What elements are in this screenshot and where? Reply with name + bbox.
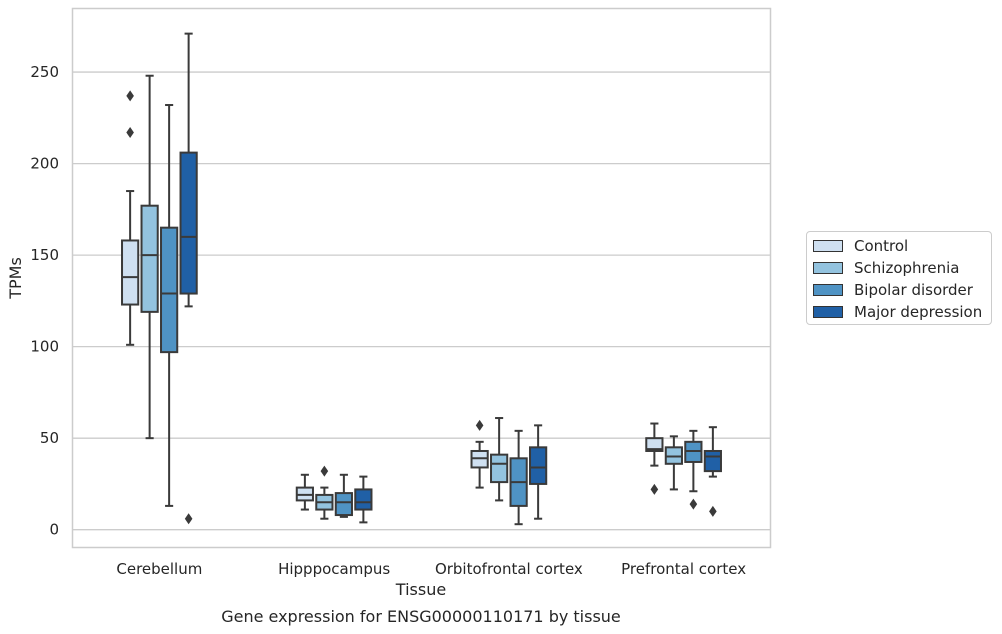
box-plot-marks xyxy=(121,32,722,526)
box-group xyxy=(295,473,314,511)
y-tick-label: 0 xyxy=(49,521,59,539)
box-body xyxy=(354,488,373,511)
box-body xyxy=(179,151,198,295)
x-tick-label: Hipppocampus xyxy=(278,560,390,578)
legend-item-bipolar-disorder: Bipolar disorder xyxy=(813,280,973,300)
box-body xyxy=(529,446,548,485)
legend-item-major-depression: Major depression xyxy=(813,302,982,322)
y-tick-label: 250 xyxy=(30,63,59,81)
plot-frame xyxy=(71,7,772,549)
box-group xyxy=(684,429,703,510)
outlier-point xyxy=(689,498,698,510)
box-body xyxy=(703,449,722,473)
box-group xyxy=(315,465,334,520)
box-group xyxy=(140,74,159,440)
box-body xyxy=(121,239,140,306)
legend-item-schizophrenia: Schizophrenia xyxy=(813,258,959,278)
box-group xyxy=(354,475,373,524)
legend-label-major-depression: Major depression xyxy=(854,303,983,321)
box-group xyxy=(121,90,140,346)
y-tick-label: 100 xyxy=(30,338,59,356)
legend: Control Schizophrenia Bipolar disorder M… xyxy=(806,231,992,325)
box-group xyxy=(509,429,528,526)
box-group xyxy=(490,417,509,502)
outlier-point xyxy=(126,126,134,138)
x-axis-label: Tissue xyxy=(395,580,446,599)
chart-title: Gene expression for ENSG00000110171 by t… xyxy=(221,607,621,626)
box-group xyxy=(645,422,664,495)
outlier-point xyxy=(475,419,484,431)
legend-swatch-bipolar-disorder xyxy=(813,284,843,296)
box-body xyxy=(645,437,664,452)
legend-label-bipolar-disorder: Bipolar disorder xyxy=(854,281,973,299)
y-tick-label: 50 xyxy=(40,429,59,447)
box-group xyxy=(529,424,548,520)
legend-swatch-major-depression xyxy=(813,306,843,318)
box-group xyxy=(179,32,198,525)
box-group xyxy=(664,435,683,491)
y-tick-label: 200 xyxy=(30,155,59,173)
box-group xyxy=(703,426,722,517)
legend-swatch-control xyxy=(813,240,843,252)
outlier-point xyxy=(320,465,329,477)
legend-label-schizophrenia: Schizophrenia xyxy=(854,259,960,277)
outlier-point xyxy=(126,90,134,102)
box-body xyxy=(334,492,353,517)
y-tick-labels: 0 50 100 150 200 250 xyxy=(30,63,59,539)
legend-swatch-schizophrenia xyxy=(813,262,843,274)
box-body xyxy=(140,204,159,313)
box-group xyxy=(160,104,179,507)
x-tick-label: Cerebellum xyxy=(116,560,202,578)
y-axis-label: TPMs xyxy=(6,257,25,300)
box-body xyxy=(160,226,179,354)
outlier-point xyxy=(184,513,193,525)
x-tick-label: Prefrontal cortex xyxy=(621,560,746,578)
x-tick-label: Orbitofrontal cortex xyxy=(435,560,583,578)
outlier-point xyxy=(650,483,659,495)
x-tick-labels: Cerebellum Hipppocampus Orbitofrontal cort… xyxy=(116,560,746,578)
legend-item-control: Control xyxy=(813,236,908,256)
box-group xyxy=(470,419,489,489)
box-body xyxy=(490,453,509,484)
y-tick-label: 150 xyxy=(30,246,59,264)
outlier-point xyxy=(709,505,717,517)
legend-label-control: Control xyxy=(854,237,909,255)
box-group xyxy=(334,473,353,518)
